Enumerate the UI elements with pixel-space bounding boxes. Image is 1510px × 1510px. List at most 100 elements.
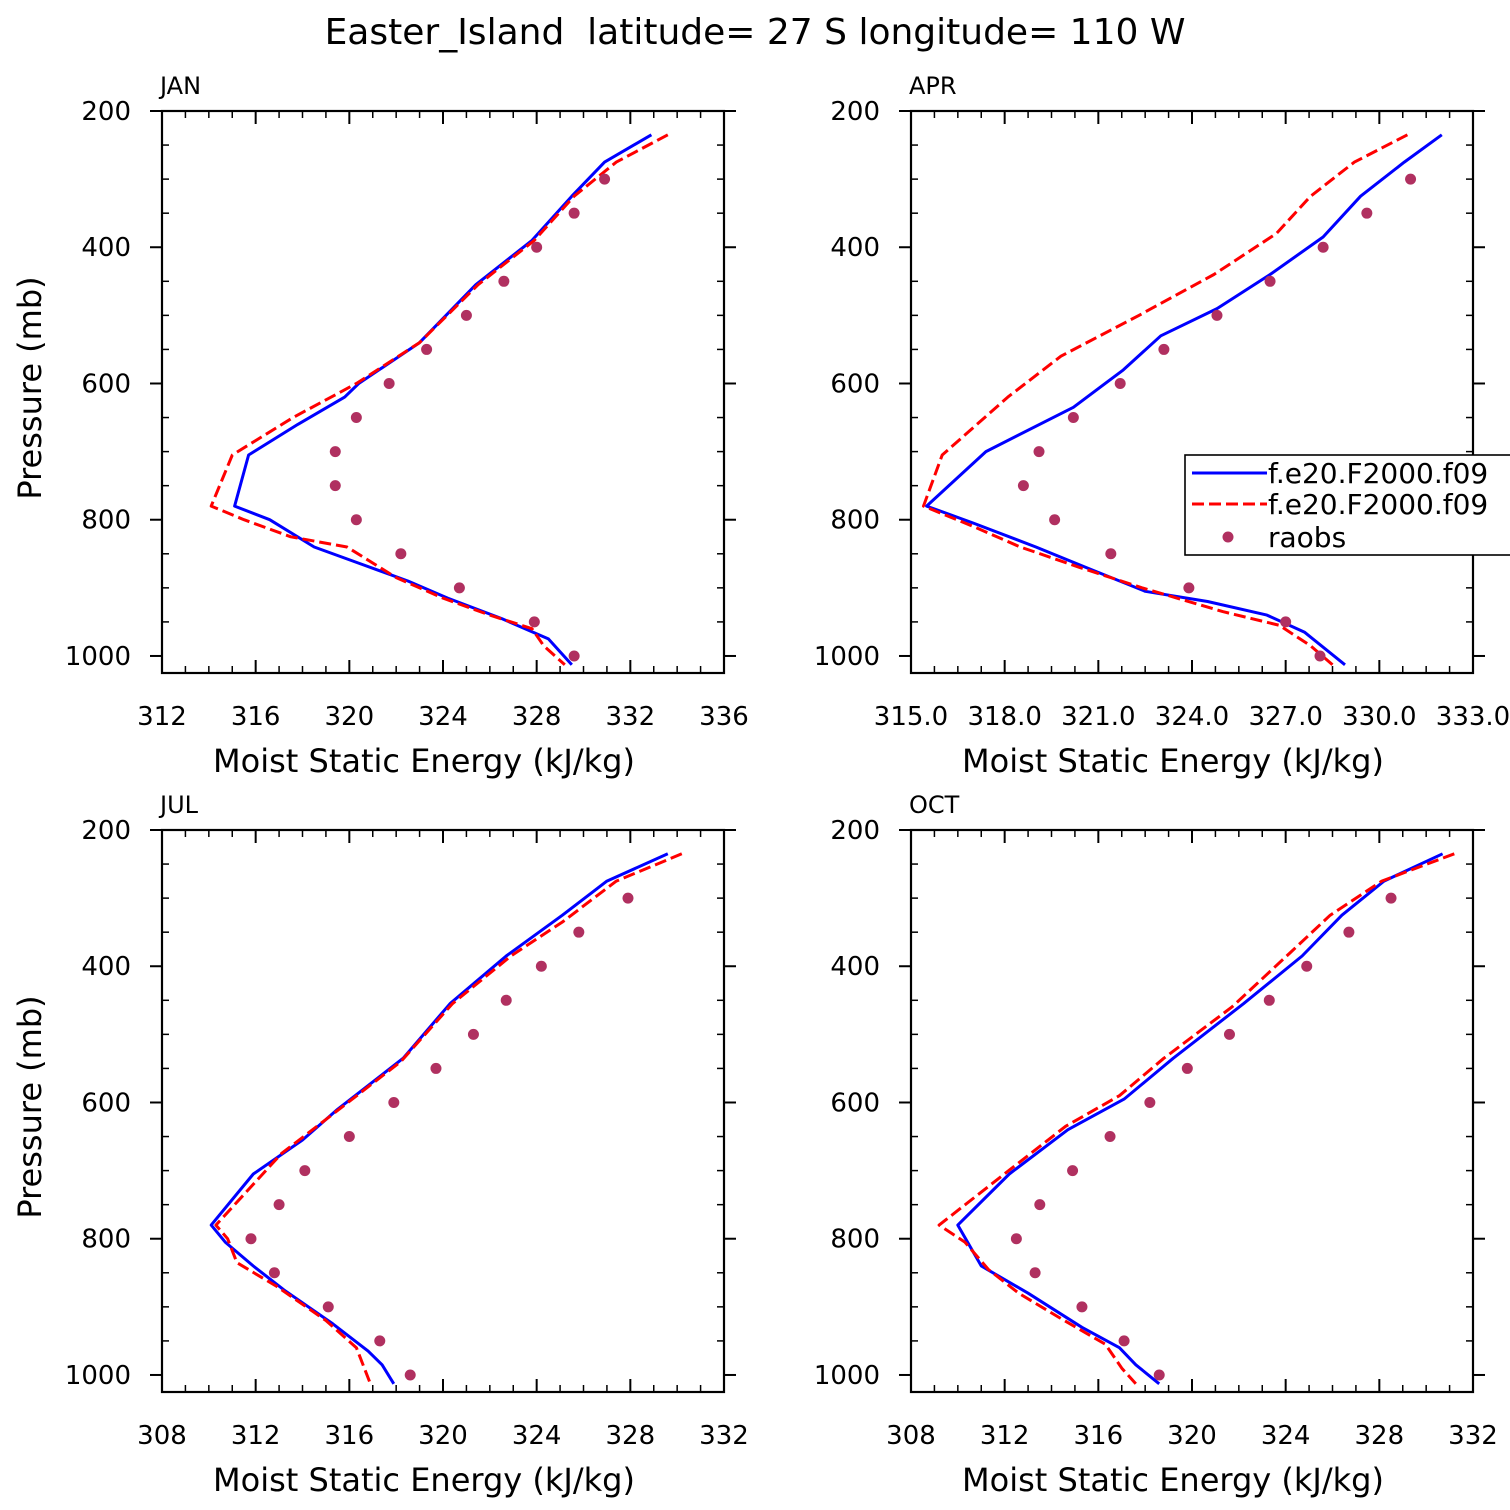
x-tick-label: 312 (137, 702, 187, 732)
data-point (322, 1301, 334, 1313)
data-point (350, 514, 362, 526)
x-tick-label: 308 (137, 1421, 187, 1451)
x-tick-label: 321.0 (1061, 702, 1135, 732)
x-tick-label: 324 (418, 702, 468, 732)
y-tick-label: 800 (81, 1225, 131, 1255)
data-point (1181, 1062, 1193, 1074)
data-point (1183, 582, 1195, 594)
y-tick-label: 200 (830, 816, 880, 846)
data-point (383, 377, 395, 389)
y-tick-label: 400 (830, 952, 880, 982)
data-point (1158, 343, 1170, 355)
x-tick-label: 324 (512, 1421, 562, 1451)
plot-frame (160, 828, 726, 1394)
x-tick-label: 328 (1355, 1421, 1405, 1451)
data-point (388, 1096, 400, 1108)
data-point (531, 241, 543, 253)
y-tick-label: 200 (830, 97, 880, 127)
data-point (1211, 309, 1223, 321)
panel-label: APR (909, 72, 957, 100)
y-tick-label: 600 (81, 1088, 131, 1118)
y-tick-label: 1000 (814, 642, 880, 672)
x-tick-label: 336 (699, 702, 749, 732)
data-point (1118, 1335, 1130, 1347)
data-point (404, 1369, 416, 1381)
panel-label: JAN (158, 72, 201, 100)
panel-apr: APR 315.0 318.0 321.0 324.0 327.0 330.0 333.0 20… (814, 72, 1510, 780)
data-point (421, 343, 433, 355)
data-point (1010, 1233, 1022, 1245)
data-point (245, 1233, 257, 1245)
data-point (343, 1131, 355, 1143)
data-point (329, 446, 341, 458)
x-tick-label: 316 (325, 1421, 375, 1451)
x-axis-title: Moist Static Energy (kJ/kg) (962, 742, 1384, 780)
x-tick-label: 316 (231, 702, 281, 732)
x-tick-label: 328 (606, 1421, 656, 1451)
y-tick-label: 200 (81, 97, 131, 127)
data-point (1405, 173, 1417, 185)
series-raobs (329, 173, 611, 662)
x-tick-label: 320 (1167, 1421, 1217, 1451)
legend-label: raobs (1268, 521, 1346, 554)
y-tick-label: 400 (81, 952, 131, 982)
y-tick-label: 600 (830, 369, 880, 399)
x-tick-label: 332 (699, 1421, 749, 1451)
data-point (273, 1199, 285, 1211)
series-line-solid (956, 852, 1444, 1385)
data-point (1343, 926, 1355, 938)
plot-frame (909, 828, 1475, 1394)
data-point (1033, 446, 1045, 458)
x-tick-label: 330.0 (1342, 702, 1416, 732)
data-point (1114, 377, 1126, 389)
data-point (395, 548, 407, 560)
data-point (622, 892, 634, 904)
y-tick-label: 400 (81, 233, 131, 263)
y-axis-title: Pressure (mb) (11, 995, 49, 1218)
y-tick-label: 800 (830, 506, 880, 536)
data-point (453, 582, 465, 594)
x-tick-label: 312 (231, 1421, 281, 1451)
legend-marker-raobs (1222, 531, 1234, 543)
series-line-solid (233, 133, 653, 666)
data-point (500, 994, 512, 1006)
data-point (268, 1267, 280, 1279)
data-point (1264, 275, 1276, 287)
y-tick-label: 600 (830, 1088, 880, 1118)
y-tick-label: 800 (830, 1225, 880, 1255)
data-point (1049, 514, 1061, 526)
x-axis-title: Moist Static Energy (kJ/kg) (213, 742, 635, 780)
x-tick-label: 324.0 (1155, 702, 1229, 732)
y-axis-title: Pressure (mb) (11, 276, 49, 499)
data-point (535, 960, 547, 972)
plot-frame (160, 109, 726, 675)
series-line-dashed (209, 133, 669, 666)
data-point (1317, 241, 1329, 253)
x-tick-label: 318.0 (967, 702, 1041, 732)
data-point (460, 309, 472, 321)
y-tick-label: 600 (81, 369, 131, 399)
panel-label: JUL (158, 791, 199, 819)
x-tick-label: 320 (418, 1421, 468, 1451)
data-point (1144, 1096, 1156, 1108)
series-line-solid (209, 852, 669, 1385)
x-tick-label: 328 (512, 702, 562, 732)
data-point (568, 207, 580, 219)
x-tick-label: 332 (1448, 1421, 1498, 1451)
data-point (1314, 650, 1326, 662)
data-point (599, 173, 611, 185)
data-point (1029, 1267, 1041, 1279)
y-tick-label: 1000 (65, 1361, 131, 1391)
data-point (1385, 892, 1397, 904)
data-point (374, 1335, 386, 1347)
data-point (1067, 412, 1079, 424)
data-point (1153, 1369, 1165, 1381)
panel-label: OCT (909, 791, 960, 819)
panel-oct: OCT 308 312 316 320 324 328 332 200 400 600 800 1000… (814, 791, 1498, 1499)
data-point (467, 1028, 479, 1040)
x-axis-title: Moist Static Energy (kJ/kg) (213, 1461, 635, 1499)
series-raobs (1017, 173, 1417, 662)
x-tick-label: 332 (606, 702, 656, 732)
legend-label: f.e20.F2000.f09 (1268, 488, 1488, 521)
